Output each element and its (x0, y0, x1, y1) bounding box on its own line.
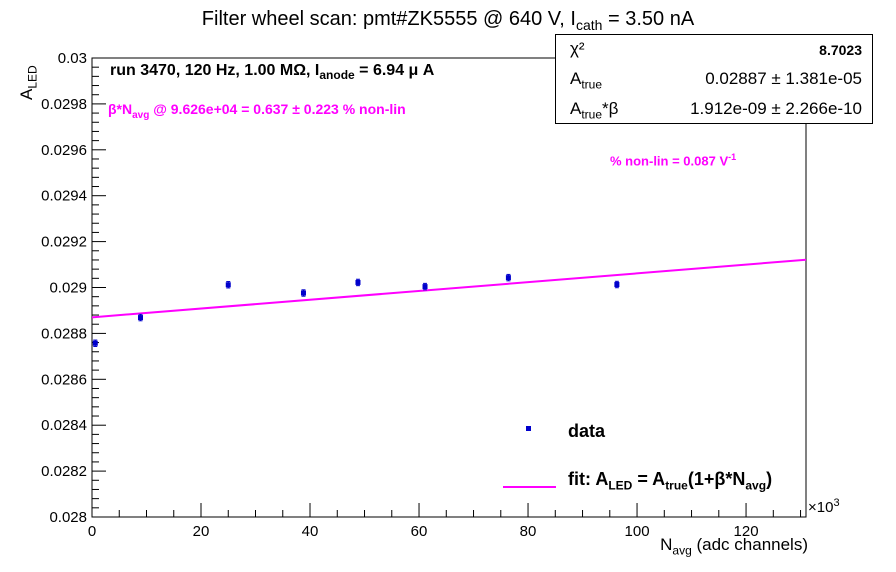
data-point (614, 280, 620, 289)
data-point (138, 313, 144, 322)
y-tick-label: 0.0288 (41, 325, 87, 342)
x-tick-label: 100 (625, 523, 650, 540)
y-axis-label: ALED (17, 65, 40, 100)
ticks: 0 20 40 60 80 100 120 0.028 0.0282 0.0284 0.0286 0.… (41, 50, 802, 540)
legend-fit-label: fit: ALED = Atrue(1+β*Navg) (568, 469, 773, 493)
y-tick-label: 0.0292 (41, 234, 87, 251)
atrue-value: 0.02887 ± 1.381e-05 (705, 69, 862, 88)
atrue-beta-value: 1.912e-09 ± 2.266e-10 (690, 99, 862, 118)
y-tick-label: 0.0296 (41, 142, 87, 159)
data-marker (92, 340, 98, 346)
x-tick-label: 0 (88, 523, 96, 540)
y-tick-label: 0.028 (49, 509, 87, 526)
fit-line (91, 258, 807, 319)
y-tick-label: 0.029 (49, 280, 87, 297)
y-tick-label: 0.0298 (41, 96, 87, 113)
fit-stats-box: χ² 8.7023 Atrue 0.02887 ± 1.381e-05 Atru… (555, 34, 873, 124)
data-point (505, 273, 511, 282)
data-point (92, 339, 98, 347)
chi2-value: 8.7023 (819, 42, 862, 58)
data-point (355, 278, 361, 287)
x-tick-label: 80 (520, 523, 537, 540)
atrue-label: Atrue (570, 69, 603, 92)
x-tick-label: 60 (411, 523, 428, 540)
data-marker (505, 275, 511, 281)
stats-row-atrue-beta: Atrue*β 1.912e-09 ± 2.266e-10 (556, 95, 872, 125)
axes (91, 57, 807, 518)
x-axis-exponent: ×103 (808, 497, 840, 516)
x-axis-label: Navg (adc channels) (660, 535, 808, 558)
legend-data-marker (526, 426, 531, 431)
x-tick-label: 120 (734, 523, 759, 540)
data-point (225, 281, 231, 289)
stats-row-atrue: Atrue 0.02887 ± 1.381e-05 (556, 65, 872, 95)
x-tick-label: 20 (193, 523, 210, 540)
data-points (92, 273, 620, 347)
data-marker (138, 315, 144, 321)
legend-markers (503, 426, 556, 488)
data-point (422, 282, 428, 291)
chart-title: Filter wheel scan: pmt#ZK5555 @ 640 V, I… (201, 8, 695, 33)
x-tick-label: 40 (302, 523, 319, 540)
run-info: run 3470, 120 Hz, 1.00 MΩ, Ianode = 6.94… (110, 62, 435, 83)
legend-data-label: data (568, 421, 606, 441)
data-marker (422, 284, 428, 290)
y-tick-label: 0.0284 (41, 417, 87, 434)
y-tick-label: 0.0294 (41, 188, 87, 205)
plot-frame (91, 57, 807, 518)
y-tick-label: 0.03 (58, 50, 87, 67)
fit-curve (91, 258, 807, 319)
atrue-beta-label: Atrue*β (570, 99, 619, 122)
data-point (300, 289, 306, 297)
y-tick-label: 0.0286 (41, 371, 87, 388)
data-marker (614, 282, 620, 288)
y-tick-label: 0.0282 (41, 463, 87, 480)
data-marker (355, 279, 361, 285)
stats-row-chi2: χ² 8.7023 (556, 35, 872, 65)
beta-nonlin-annotation: β*Navg @ 9.626e+04 = 0.637 ± 0.223 % non… (108, 101, 406, 121)
data-marker (225, 282, 231, 288)
nonlin-per-volt: % non-lin = 0.087 V-1 (610, 152, 737, 169)
data-marker (300, 290, 306, 296)
chi2-label: χ² (570, 39, 585, 58)
